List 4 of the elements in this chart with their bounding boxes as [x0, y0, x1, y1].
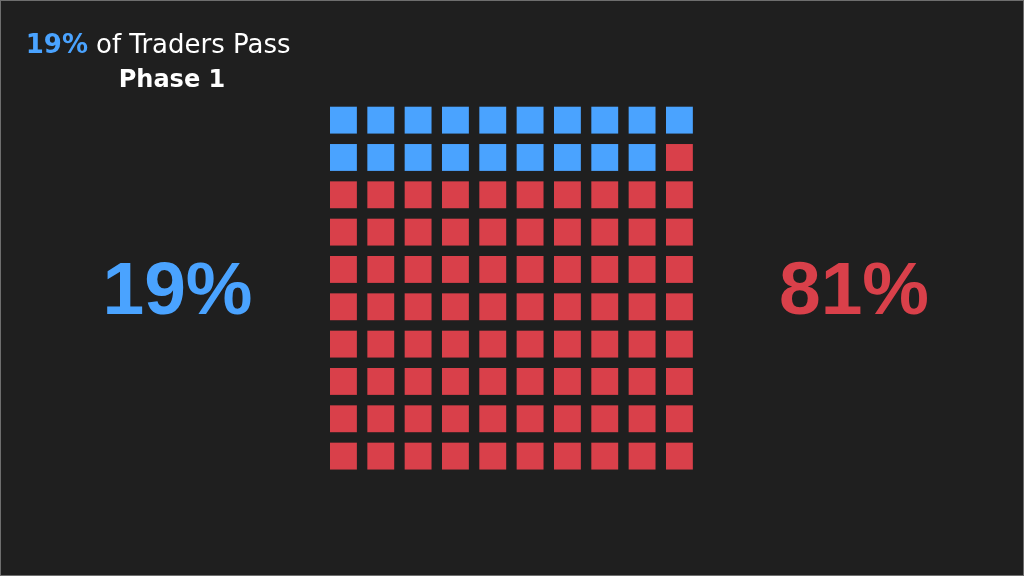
data-label: 19%	[102, 246, 253, 330]
data-label: 81%	[778, 246, 930, 330]
text: Phase 1	[118, 65, 226, 93]
text: 19% of Traders Pass	[25, 29, 291, 59]
